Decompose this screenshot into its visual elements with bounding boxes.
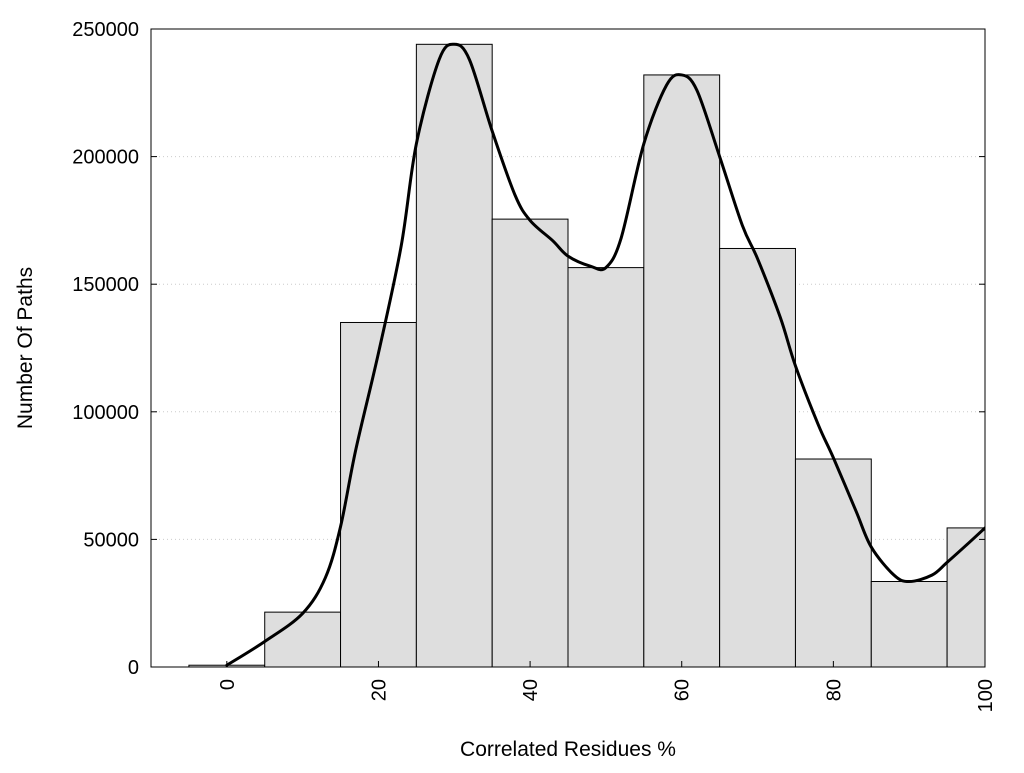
y-tick-label: 200000 [72,147,139,169]
y-tick-label: 150000 [72,274,139,296]
density-curve-layer [225,42,985,667]
histogram-bar [340,321,417,667]
y-tick-label: 100000 [72,402,139,424]
y-tick-label: 50000 [83,529,139,551]
x-axis-label: Correlated Residues % [460,738,676,761]
histogram-bar [415,43,493,667]
x-tick-label: 20 [368,679,390,701]
histogram-bar [643,74,721,667]
histogram-bar [719,247,796,667]
x-tick-label: 100 [975,679,997,712]
histogram-bar [870,581,948,667]
y-tick-label: 250000 [72,19,139,41]
x-tick-label: 80 [823,679,845,701]
x-tick-label: 40 [520,679,542,701]
histogram-bar [264,611,342,667]
plot-frame [150,28,986,668]
histogram-bar [794,458,872,667]
density-curve [225,42,985,667]
histogram-bar [567,267,645,667]
histogram-bars [188,43,985,667]
x-axis-ticks: 0 20 40 60 80 100 [217,661,997,712]
x-tick-label: 60 [672,679,694,701]
y-axis-label: Number Of Paths [14,267,37,429]
x-tick-label: 0 [217,679,239,690]
y-tick-label: 0 [128,657,139,679]
histogram-bar [491,218,569,667]
y-axis-ticks: 0 50000 100000 150000 200000 250000 [72,19,985,679]
